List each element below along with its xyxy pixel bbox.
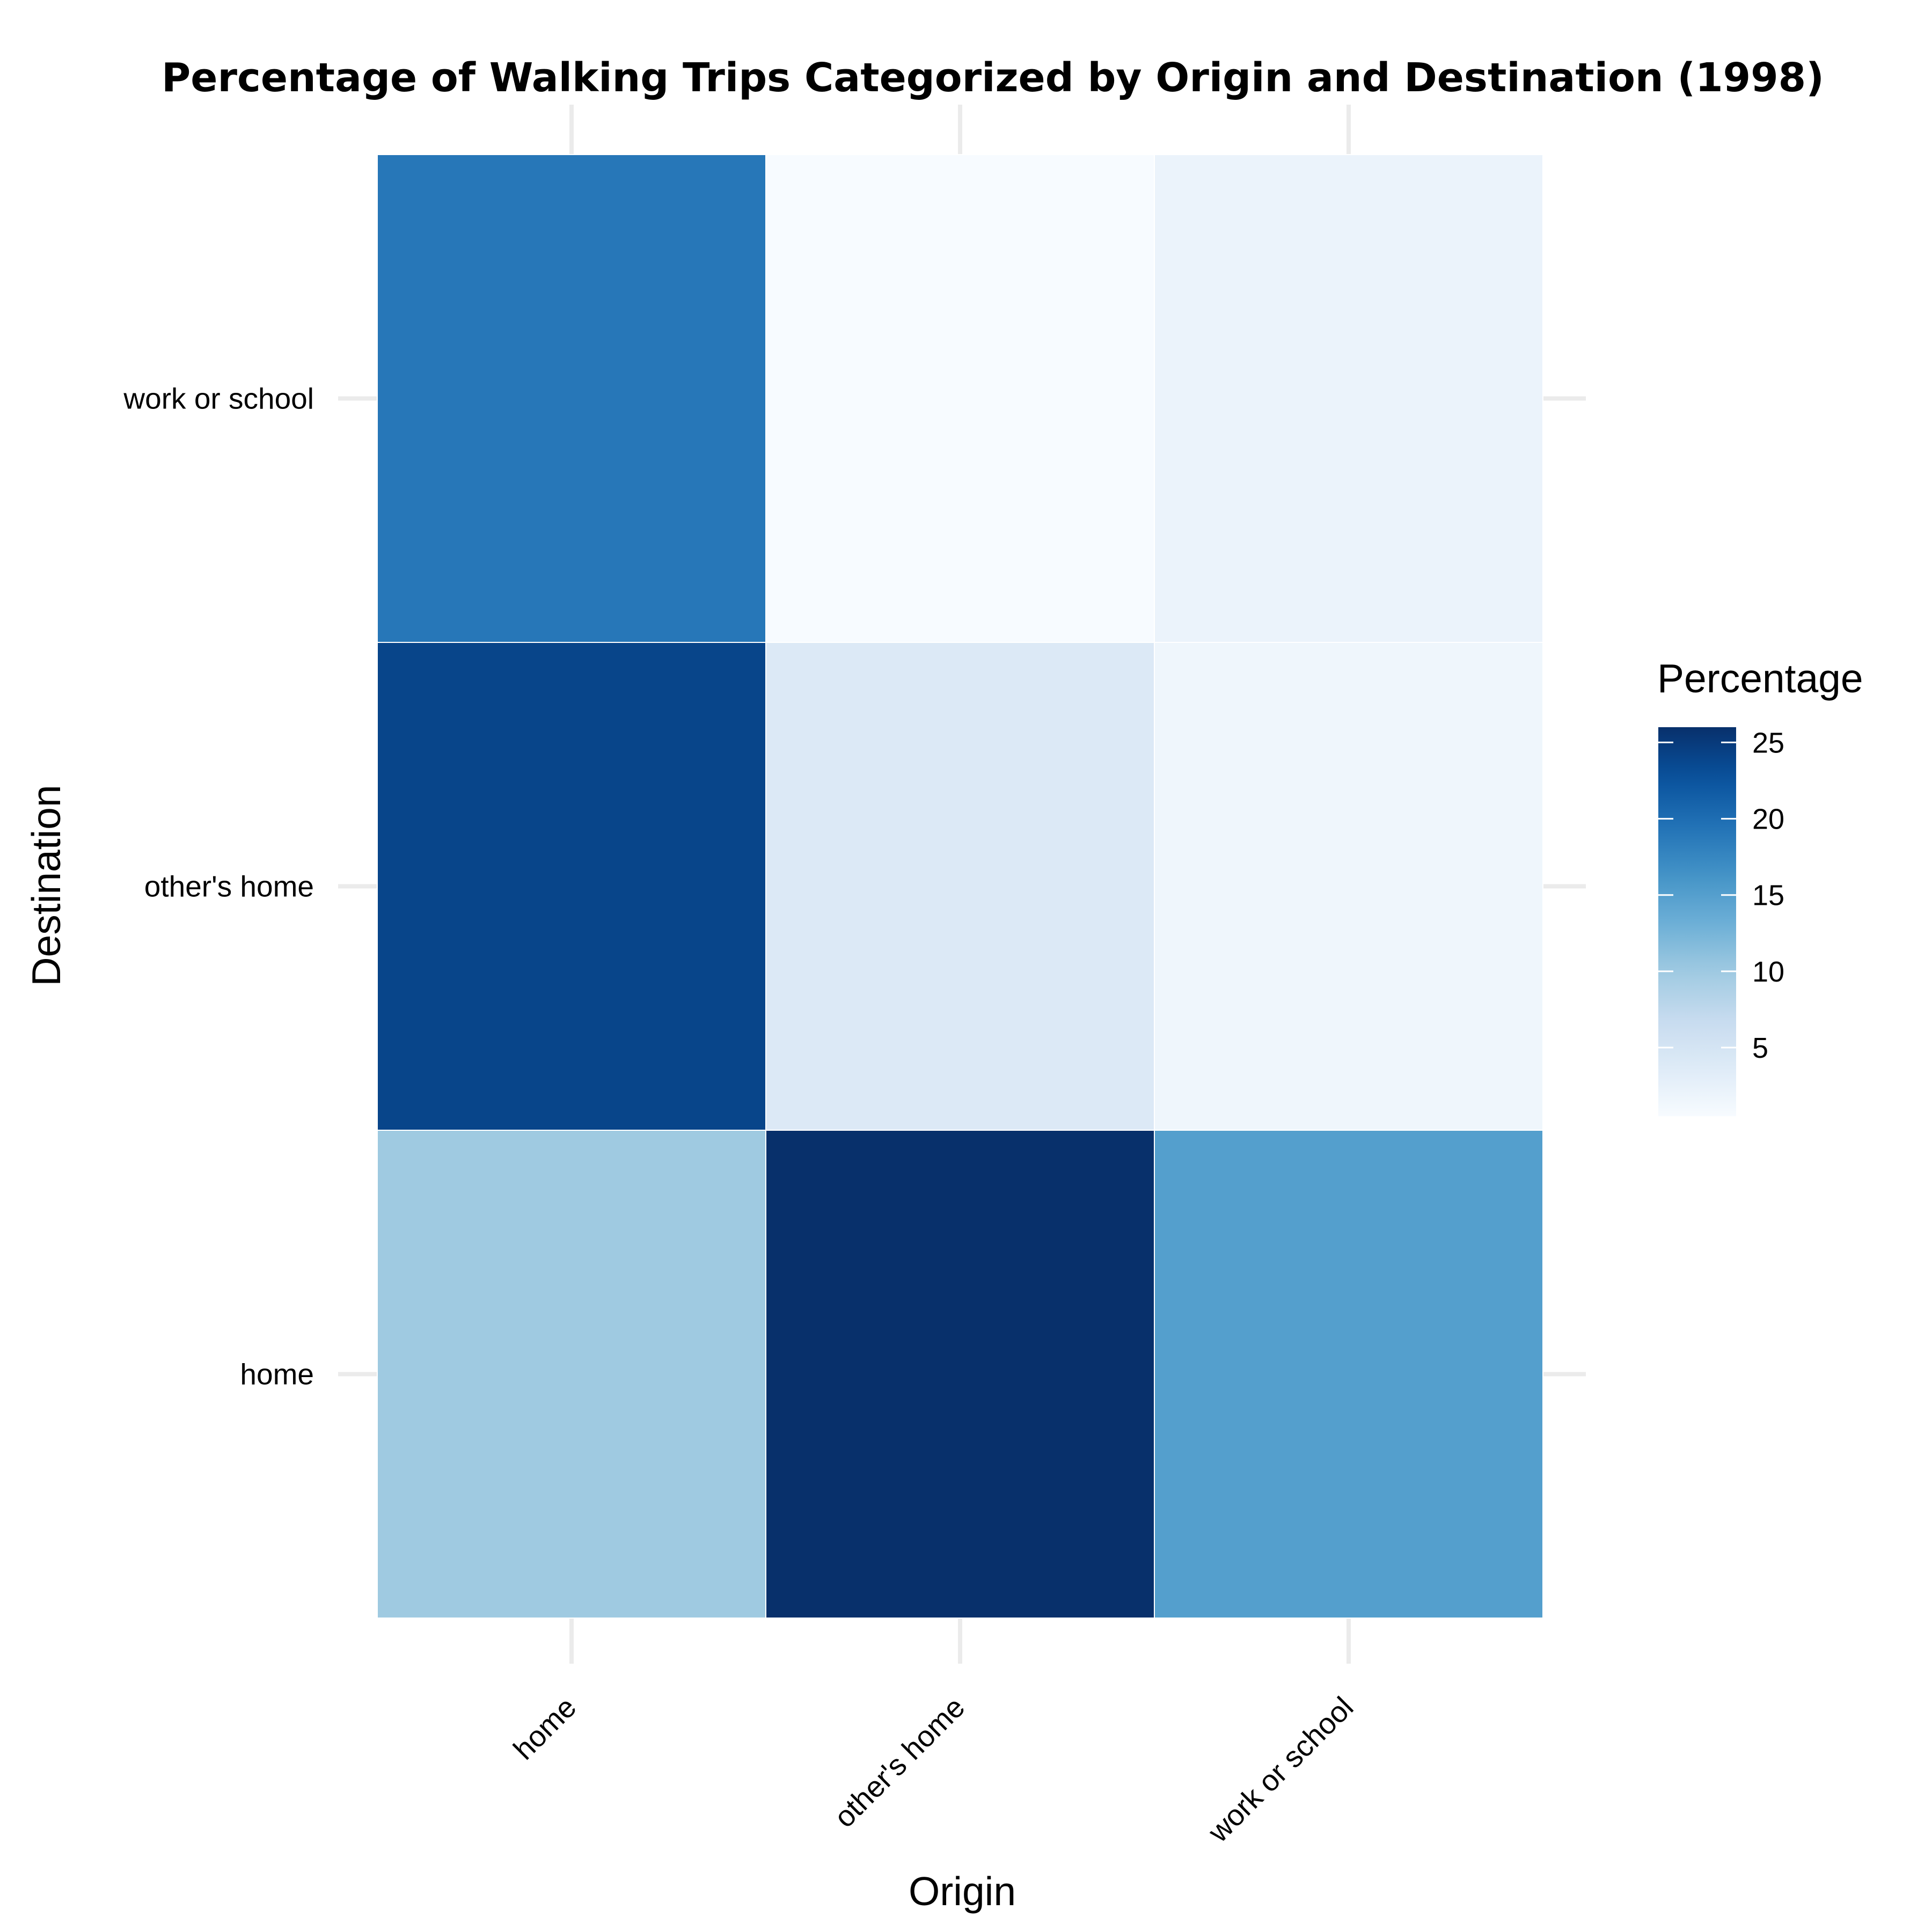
- heatmap-cell: [1154, 154, 1543, 643]
- legend-colorbar: [1658, 727, 1736, 1116]
- heatmap-cell: [1154, 642, 1543, 1131]
- legend-tick-label: 20: [1752, 803, 1784, 836]
- y-tick-label: work or school: [123, 382, 314, 415]
- legend-ticks: 5 10 15 20 25: [1658, 727, 1784, 1064]
- heatmap-cells: [377, 154, 1543, 1619]
- legend-tick-label: 10: [1752, 956, 1784, 988]
- heatmap-cell: [765, 1130, 1155, 1619]
- x-axis-title: Origin: [909, 1869, 1016, 1914]
- y-axis-title: Destination: [24, 785, 69, 986]
- legend-title: Percentage: [1657, 656, 1863, 701]
- y-tick-label: home: [240, 1358, 314, 1391]
- x-tick-label: home: [507, 1690, 582, 1766]
- y-axis-tick-labels: home other's home work or school: [123, 382, 314, 1391]
- legend-tick-label: 5: [1752, 1032, 1768, 1064]
- heatmap-cell: [765, 642, 1155, 1131]
- legend-tick-label: 25: [1752, 727, 1784, 759]
- heatmap-cell: [765, 154, 1155, 643]
- heatmap-cell: [377, 154, 766, 643]
- heatmap-cell: [377, 1130, 766, 1619]
- heatmap-cell: [1154, 1130, 1543, 1619]
- color-legend: Percentage 5 10 15 20 25: [1657, 656, 1863, 1116]
- legend-tick-label: 15: [1752, 880, 1784, 912]
- y-tick-label: other's home: [144, 870, 314, 903]
- x-tick-label: other's home: [828, 1690, 971, 1834]
- chart-title: Percentage of Walking Trips Categorized …: [162, 55, 1824, 101]
- x-axis-tick-labels: home other's home work or school: [507, 1690, 1359, 1849]
- x-tick-label: work or school: [1201, 1690, 1359, 1849]
- heatmap-cell: [377, 642, 766, 1131]
